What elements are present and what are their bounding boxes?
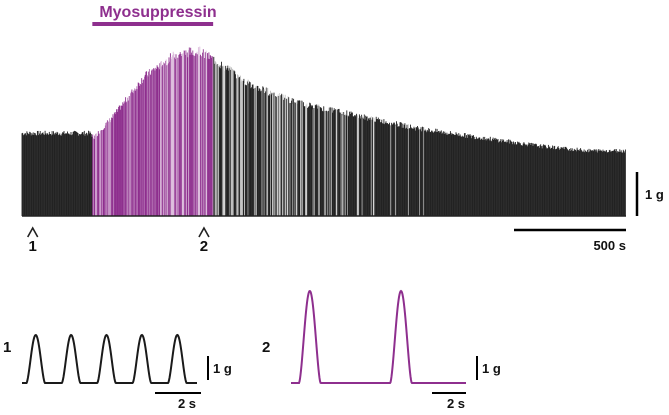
marker-1-arrow xyxy=(27,226,39,238)
detail-1-force-scale-label: 1 g xyxy=(213,361,232,376)
drug-label: Myosuppressin xyxy=(99,4,216,21)
detail-1-time-scale-label: 2 s xyxy=(178,396,196,411)
detail-1-trace xyxy=(22,333,197,384)
detail-panel-2: 2 1 g 2 s xyxy=(262,289,501,411)
detail-2-trace xyxy=(291,289,466,384)
marker-1-label: 1 xyxy=(29,238,37,255)
marker-1: 1 xyxy=(27,226,39,255)
marker-2-arrow xyxy=(198,226,210,238)
detail-2-label: 2 xyxy=(262,339,270,356)
marker-2-label: 2 xyxy=(200,238,208,255)
drug-application-bar xyxy=(92,22,214,26)
marker-2: 2 xyxy=(198,226,210,255)
overview-force-scale-label: 1 g xyxy=(645,187,664,202)
detail-2-time-scale-label: 2 s xyxy=(447,396,465,411)
overview-recording: Myosuppressin 1 2 1 g 500 s xyxy=(21,4,664,255)
detail-panel-1: 1 1 g 2 s xyxy=(3,333,232,411)
detail-2-force-scale-label: 1 g xyxy=(482,361,501,376)
overview-trace xyxy=(21,46,626,217)
detail-1-label: 1 xyxy=(3,339,11,356)
overview-time-scale-label: 500 s xyxy=(593,238,626,253)
